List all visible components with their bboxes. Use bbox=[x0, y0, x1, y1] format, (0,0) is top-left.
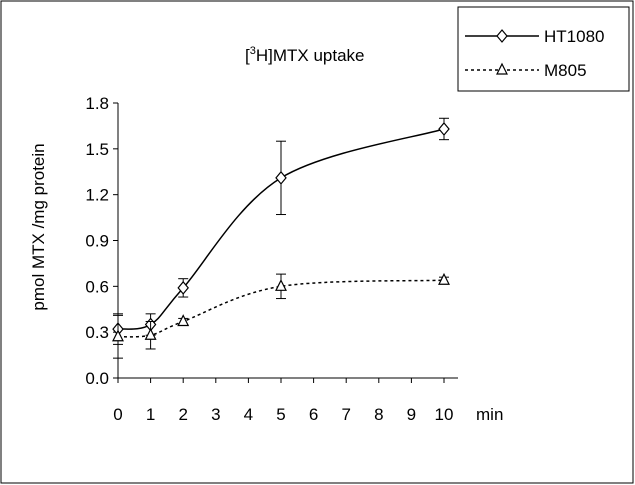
y-tick-label: 1.8 bbox=[85, 94, 109, 113]
y-tick-label: 0.3 bbox=[85, 323, 109, 342]
x-tick-label: 2 bbox=[178, 405, 187, 424]
x-tick-label: 1 bbox=[146, 405, 155, 424]
x-axis-unit-label: min bbox=[476, 405, 503, 424]
data-point-ht1080 bbox=[275, 170, 287, 185]
legend: HT1080 M805 bbox=[457, 6, 630, 92]
data-point-m805 bbox=[144, 327, 157, 340]
chart-title: [3H]MTX uptake bbox=[245, 45, 365, 65]
x-tick-label: 4 bbox=[244, 405, 253, 424]
data-point-m805 bbox=[275, 278, 287, 291]
y-tick-label: 0.0 bbox=[85, 369, 109, 388]
data-point-ht1080 bbox=[177, 280, 189, 295]
x-tick-label: 7 bbox=[341, 405, 350, 424]
data-point-ht1080 bbox=[438, 122, 450, 136]
x-tick-label: 3 bbox=[211, 405, 220, 424]
legend-marker-triangle bbox=[496, 62, 508, 75]
legend-marker-diamond bbox=[496, 29, 508, 43]
y-tick-label: 0.6 bbox=[85, 277, 109, 296]
x-tick-label: 6 bbox=[309, 405, 318, 424]
legend-label-ht1080: HT1080 bbox=[544, 27, 604, 46]
y-tick-label: 1.2 bbox=[85, 186, 109, 205]
x-tick-label: 8 bbox=[374, 405, 383, 424]
x-tick-label: 9 bbox=[407, 405, 416, 424]
data-point-m805 bbox=[438, 272, 450, 285]
legend-label-m805: M805 bbox=[544, 61, 587, 80]
x-tick-label: 10 bbox=[435, 405, 454, 424]
data-point-m805 bbox=[177, 314, 190, 327]
y-tick-label: 0.9 bbox=[85, 232, 109, 251]
y-tick-label: 1.5 bbox=[85, 140, 109, 159]
data-point-m805 bbox=[112, 329, 124, 342]
x-tick-label: 0 bbox=[113, 405, 122, 424]
y-axis-ticks: 0.0 0.3 0.6 0.9 1.2 1.5 1.8 bbox=[85, 94, 118, 388]
x-tick-label: 5 bbox=[276, 405, 285, 424]
legend-box bbox=[457, 6, 630, 92]
y-axis-label: pmol MTX /mg protein bbox=[29, 143, 48, 310]
x-axis-ticks: 0 1 2 3 4 5 6 7 8 9 10 bbox=[113, 378, 453, 424]
plot-series bbox=[112, 117, 450, 359]
series-line-m805 bbox=[117, 279, 445, 338]
